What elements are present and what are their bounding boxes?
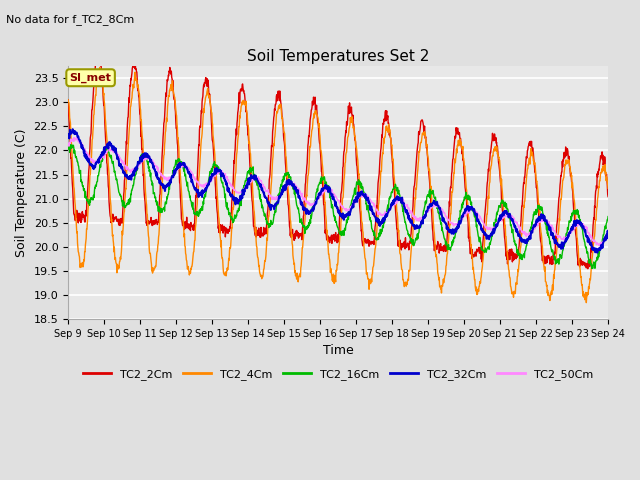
Line: TC2_16Cm: TC2_16Cm [68, 144, 608, 268]
TC2_2Cm [245, 146, 253, 152]
TC2_50Cm [245, 181, 253, 187]
TC2_16Cm [67, 141, 74, 147]
TC2_32Cm [185, 170, 193, 176]
TC2_2Cm [493, 140, 500, 145]
TC2_2Cm [422, 140, 430, 146]
TC2_32Cm [493, 222, 500, 228]
TC2_16Cm [422, 198, 430, 204]
TC2_50Cm [172, 168, 179, 174]
Line: TC2_32Cm: TC2_32Cm [68, 129, 608, 252]
TC2_50Cm [64, 141, 72, 147]
TC2_4Cm [493, 144, 500, 149]
TC2_16Cm [185, 188, 193, 194]
TC2_50Cm [604, 231, 612, 237]
TC2_4Cm [582, 300, 590, 306]
TC2_32Cm [64, 134, 72, 140]
TC2_50Cm [493, 222, 500, 228]
TC2_50Cm [540, 216, 548, 222]
TC2_2Cm [185, 222, 193, 228]
TC2_32Cm [593, 250, 601, 255]
TC2_2Cm [584, 266, 591, 272]
Text: No data for f_TC2_8Cm: No data for f_TC2_8Cm [6, 14, 134, 25]
TC2_50Cm [595, 242, 603, 248]
TC2_2Cm [540, 253, 548, 259]
Text: SI_met: SI_met [70, 72, 111, 83]
Y-axis label: Soil Temperature (C): Soil Temperature (C) [15, 128, 28, 257]
TC2_2Cm [95, 51, 102, 57]
TC2_4Cm [604, 185, 612, 191]
TC2_32Cm [422, 210, 430, 216]
TC2_4Cm [422, 138, 430, 144]
X-axis label: Time: Time [323, 344, 353, 357]
Line: TC2_2Cm: TC2_2Cm [68, 54, 608, 269]
Title: Soil Temperatures Set 2: Soil Temperatures Set 2 [247, 48, 429, 63]
TC2_32Cm [540, 213, 548, 219]
TC2_2Cm [604, 194, 612, 200]
TC2_16Cm [245, 168, 253, 173]
TC2_16Cm [540, 215, 548, 221]
TC2_4Cm [172, 102, 179, 108]
Legend: TC2_2Cm, TC2_4Cm, TC2_16Cm, TC2_32Cm, TC2_50Cm: TC2_2Cm, TC2_4Cm, TC2_16Cm, TC2_32Cm, TC… [79, 364, 598, 384]
TC2_32Cm [69, 126, 77, 132]
TC2_16Cm [589, 265, 596, 271]
TC2_32Cm [172, 169, 179, 175]
TC2_16Cm [64, 142, 72, 148]
TC2_16Cm [604, 214, 612, 219]
TC2_50Cm [422, 209, 430, 215]
Line: TC2_4Cm: TC2_4Cm [68, 67, 608, 303]
TC2_50Cm [185, 166, 193, 172]
TC2_50Cm [74, 134, 81, 140]
TC2_16Cm [493, 210, 500, 216]
TC2_32Cm [245, 181, 253, 187]
TC2_4Cm [245, 141, 253, 146]
TC2_2Cm [172, 109, 179, 115]
TC2_2Cm [64, 97, 72, 103]
TC2_4Cm [540, 267, 548, 273]
TC2_4Cm [185, 267, 193, 273]
Line: TC2_50Cm: TC2_50Cm [68, 137, 608, 245]
TC2_16Cm [172, 161, 179, 167]
TC2_4Cm [64, 97, 72, 103]
TC2_4Cm [96, 64, 104, 70]
TC2_32Cm [604, 229, 612, 235]
